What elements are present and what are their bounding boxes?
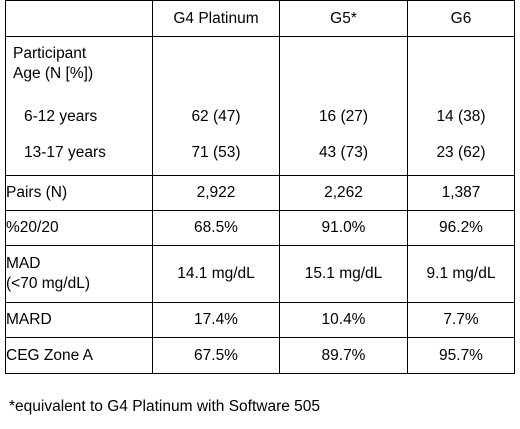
age-label-cell: Participant Age (N [%]) 6-12 years 13-17… [5,36,153,176]
table-row: MARD 17.4% 10.4% 7.7% [5,302,515,338]
age-value-6-12-g6: 14 (38) [436,108,486,125]
header-g6: G6 [407,0,515,37]
age-values-g4: 62 (47) 71 (53) [152,36,280,176]
age-title-line1: Participant [13,45,87,62]
age-value-13-17-g5: 43 (73) [318,144,369,161]
age-values-g5: 16 (27) 43 (73) [279,36,408,176]
row-label-mard: MARD [5,302,153,338]
age-value-13-17-g6: 23 (62) [436,144,486,161]
cell-ceg-g6: 95.7% [407,337,515,374]
age-value-6-12-g4: 62 (47) [191,108,241,125]
cell-pairs-g6: 1,387 [407,175,515,211]
cell-mad-g4: 14.1 mg/dL [152,245,280,303]
mad-label-line2: (<70 mg/dL) [6,275,91,292]
cell-2020-g5: 91.0% [279,210,408,246]
cell-mard-g5: 10.4% [279,302,408,338]
age-values-g6: 14 (38) 23 (62) [407,36,515,176]
age-title: Participant Age (N [%]) [13,44,93,84]
header-empty-cell [5,0,153,37]
header-g4-platinum: G4 Platinum [152,0,280,37]
age-value-6-12-g5: 16 (27) [318,108,369,125]
header-g5: G5* [279,0,408,37]
table-row: %20/20 68.5% 91.0% 96.2% [5,210,515,246]
age-value-13-17-g4: 71 (53) [191,144,241,161]
header-row: G4 Platinum G5* G6 [5,0,515,37]
mad-label-line1: MAD [6,255,41,272]
row-label-pairs: Pairs (N) [5,175,153,211]
cell-pairs-g4: 2,922 [152,175,280,211]
cell-2020-g4: 68.5% [152,210,280,246]
table-row: MAD (<70 mg/dL) 14.1 mg/dL 15.1 mg/dL 9.… [5,245,515,303]
cell-ceg-g4: 67.5% [152,337,280,374]
cell-ceg-g5: 89.7% [279,337,408,374]
accuracy-table: G4 Platinum G5* G6 Participant Age (N [%… [5,0,515,374]
footnote: *equivalent to G4 Platinum with Software… [9,398,321,415]
cell-mard-g4: 17.4% [152,302,280,338]
table-row: Pairs (N) 2,922 2,262 1,387 [5,175,515,211]
age-group-label-6-12: 6-12 years [24,108,98,125]
table-row: CEG Zone A 67.5% 89.7% 95.7% [5,337,515,374]
cell-mard-g6: 7.7% [407,302,515,338]
age-title-line2: Age (N [%]) [13,65,94,82]
cell-pairs-g5: 2,262 [279,175,408,211]
cell-mad-g6: 9.1 mg/dL [407,245,515,303]
cell-2020-g6: 96.2% [407,210,515,246]
age-row: Participant Age (N [%]) 6-12 years 13-17… [5,36,515,176]
row-label-2020: %20/20 [5,210,153,246]
age-group-label-13-17: 13-17 years [24,144,106,161]
row-label-ceg: CEG Zone A [5,337,153,374]
cell-mad-g5: 15.1 mg/dL [279,245,408,303]
row-label-mad: MAD (<70 mg/dL) [5,245,153,303]
